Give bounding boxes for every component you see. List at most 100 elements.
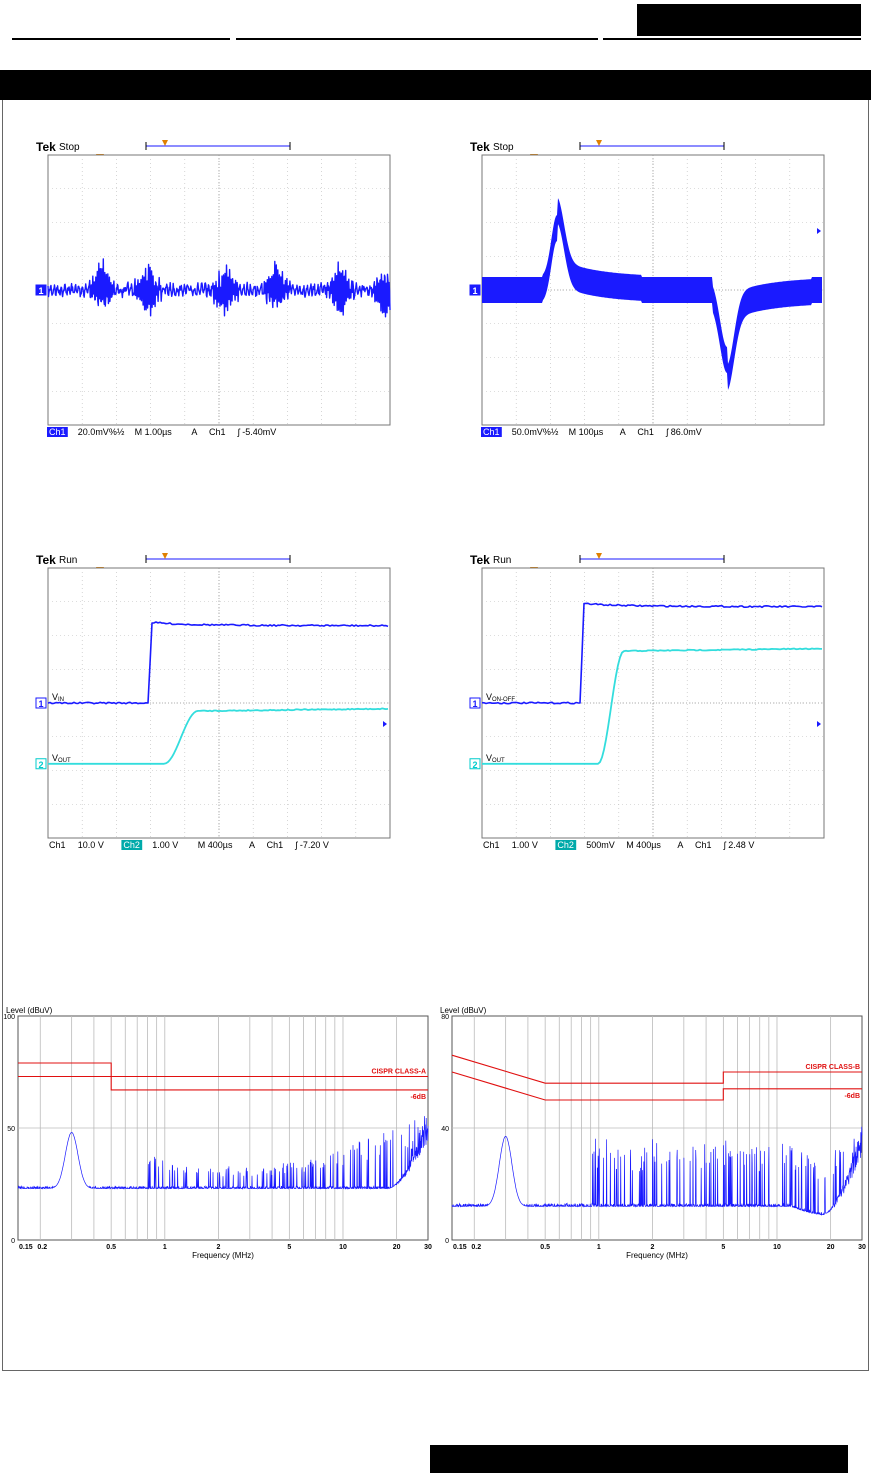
channel-signal-label: VOUT [486,753,505,764]
channel-marker-1: 1 [35,284,47,296]
scope-mode: Run [493,555,511,566]
status-item: M 400µs [198,840,233,850]
x-tick-label: 1 [163,1244,167,1251]
y-tick-label: 80 [441,1014,449,1021]
status-badge [47,427,68,437]
x-tick-label: 10 [773,1244,781,1251]
x-tick-label: 10 [339,1244,347,1251]
limit-line [18,1075,428,1091]
x-tick-label: 2 [650,1244,654,1251]
emission-trace [17,1116,429,1190]
status-item: ʃ -7.20 V [294,840,329,850]
scope-status-bar: Ch1 50.0mV%½ M 100µs A Ch1 ʃ 86.0mV [481,427,702,437]
y-tick-label: 100 [3,1014,15,1021]
x-tick-label: 5 [287,1244,291,1251]
footer-black-box [430,1445,848,1473]
chart-grid [18,1016,428,1240]
scope-header: Tek Stop [36,140,291,161]
channel-marker-2: 2 VOUT [469,753,505,770]
scope-grid [48,568,390,838]
x-tick-label: 1 [597,1244,601,1251]
channel-marker-box [469,284,481,296]
x-tick-label: 30 [424,1244,432,1251]
status-item: 500mV [586,840,615,850]
limit-line [451,1054,862,1084]
status-item: Ch1 [483,427,500,437]
header-rule-middle [236,38,598,40]
emi-chart-class-a: Level (dBuV) 0 50 100 0.15 0.2 0.5 1 2 5 10 20 30 Fre… [3,1006,432,1260]
status-item: Ch1 [483,840,500,850]
limit-line [451,1071,862,1101]
channel-marker-box [35,758,47,770]
scope-status-bar: Ch1 20.0mV%½ M 1.00µs A Ch1 ʃ -5.40mV [47,427,276,437]
content-frame [2,100,869,1371]
scope-brand: Tek [470,553,490,567]
scope-right-marker [817,228,821,234]
y-tick-label: 0 [11,1238,15,1245]
status-item: Ch1 [49,840,66,850]
scope-brand: Tek [470,140,490,154]
channel-marker-1: 1 VIN [35,692,64,709]
scope-right-marker [817,721,821,727]
scope-grid [482,568,824,838]
limit-line-label: CISPR CLASS-A [372,1068,426,1075]
channel-marker-label: 1 [38,286,43,296]
ripple-trace [47,258,391,318]
channel-marker-box [469,697,481,709]
status-item: Ch1 [695,840,712,850]
channel-marker-box [35,284,47,296]
emission-trace [451,1126,863,1216]
channel-marker-box [35,697,47,709]
x-tick-label: 2 [216,1244,220,1251]
scope-status-bar: Ch1 10.0 V Ch2 1.00 V M 400µs A Ch1 ʃ -7.20 V [49,840,329,850]
scope-startup-onoff: Tek Run 1 VON-OFF 2 VOUT Ch1 1.00 V Ch2 500mV M 40… [469,553,825,850]
trigger-position-marker [596,140,602,146]
transient-band [482,198,822,390]
status-item: Ch2 [557,840,574,850]
status-badge [121,840,143,850]
chart-ylabel: Level (dBuV) [440,1006,487,1015]
chart-xlabel: Frequency (MHz) [626,1251,688,1260]
ch2-trace [48,707,389,765]
limit-line-label: CISPR CLASS-B [806,1064,860,1071]
scope-load-transient: Tek Stop 1 Ch1 50.0mV%½ M 100µs A Ch1 ʃ 86.0mV [469,140,825,437]
channel-marker-label: 1 [472,699,477,709]
x-tick-label: 0.5 [540,1244,550,1251]
channel-signal-label: VON-OFF [486,692,515,703]
x-tick-label: 0.2 [471,1244,481,1251]
limit-line [18,1062,428,1078]
channel-marker-2: 2 VOUT [35,753,71,770]
status-item: 1.00 V [152,840,178,850]
header-rule-right [603,38,861,40]
status-item: M 400µs [626,840,661,850]
status-item: Ch1 [49,427,66,437]
header-rule-left [12,38,230,40]
x-tick-label: 0.2 [37,1244,47,1251]
limit-line-label: -6dB [410,1094,426,1101]
emi-chart-class-b: Level (dBuV) 0 40 80 0.15 0.2 0.5 1 2 5 10 20 30 Freq… [440,1006,866,1260]
status-item: A [249,840,255,850]
x-tick-label: 30 [858,1244,866,1251]
header-black-box [637,4,861,36]
status-item: A [191,427,197,437]
scope-right-marker [383,721,387,727]
ch1-trace [47,621,389,705]
x-tick-label: 0.15 [19,1244,33,1251]
scope-startup-vin: Tek Run 1 VIN 2 VOUT Ch1 10.0 V Ch2 1.00 V M 400µs… [35,553,391,850]
status-item: Ch2 [123,840,140,850]
status-item: M 1.00µs [135,427,173,437]
ch2-trace [482,647,822,765]
channel-marker-1: 1 VON-OFF [469,692,515,709]
scope-status-bar: Ch1 1.00 V Ch2 500mV M 400µs A Ch1 ʃ 2.48 V [483,840,754,850]
status-item: A [677,840,683,850]
status-item: 1.00 V [512,840,538,850]
trigger-position-marker [162,553,168,559]
status-item: A [620,427,626,437]
scope-output-ripple: Tek Stop 1 Ch1 20.0mV%½ M 1.00µs A Ch1 ʃ -5.40mV [35,140,391,437]
channel-marker-label: 1 [38,699,43,709]
status-item: Ch1 [209,427,226,437]
scope-header: Tek Run [36,553,291,574]
y-tick-label: 0 [445,1238,449,1245]
x-tick-label: 20 [393,1244,401,1251]
status-item: 50.0mV%½ [512,427,559,437]
